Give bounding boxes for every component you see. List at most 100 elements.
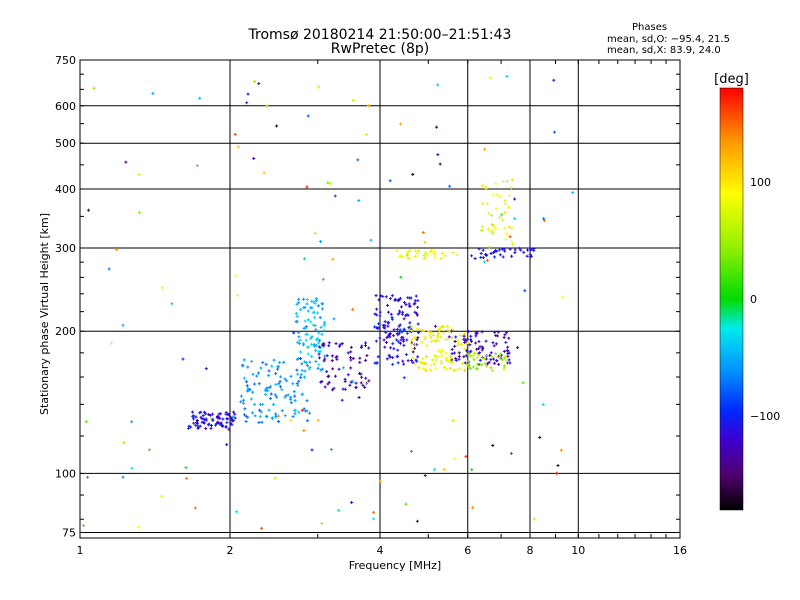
data-point	[264, 392, 268, 396]
data-point	[252, 156, 256, 160]
data-point	[181, 357, 185, 361]
data-point	[306, 114, 310, 118]
data-point	[299, 373, 303, 377]
data-point	[528, 252, 532, 256]
data-point	[297, 301, 301, 305]
data-point	[511, 242, 515, 246]
data-point	[494, 249, 498, 253]
data-point	[308, 411, 312, 415]
data-point	[485, 364, 489, 368]
data-point	[436, 354, 440, 358]
data-point	[406, 250, 410, 254]
data-point	[375, 307, 379, 311]
data-point	[211, 412, 215, 416]
data-point	[221, 424, 225, 428]
data-point	[151, 91, 155, 95]
data-point	[332, 317, 336, 321]
data-points	[81, 74, 575, 530]
data-point	[327, 344, 331, 348]
data-point	[351, 307, 355, 311]
data-point	[478, 351, 482, 355]
data-point	[382, 326, 386, 330]
data-point	[283, 377, 287, 381]
data-point	[505, 74, 509, 78]
data-point	[327, 380, 331, 384]
data-point	[489, 358, 493, 362]
data-point	[317, 345, 321, 349]
data-point	[122, 441, 126, 445]
data-point	[299, 357, 303, 361]
data-point	[199, 415, 203, 419]
data-point	[434, 358, 438, 362]
data-point	[561, 295, 565, 299]
data-point	[348, 383, 352, 387]
data-point	[349, 358, 353, 362]
data-point	[305, 399, 309, 403]
y-tick-label: 75	[62, 526, 76, 539]
data-point	[386, 324, 390, 328]
data-point	[306, 364, 310, 368]
data-point	[200, 420, 204, 424]
data-point	[538, 435, 542, 439]
data-point	[506, 354, 510, 358]
data-point	[447, 335, 451, 339]
data-point	[243, 407, 247, 411]
data-point	[107, 267, 111, 271]
data-point	[189, 425, 193, 429]
data-point	[206, 423, 210, 427]
data-point	[468, 367, 472, 371]
data-point	[503, 249, 507, 253]
data-point	[390, 294, 394, 298]
data-point	[343, 379, 347, 383]
data-point	[346, 351, 350, 355]
data-point	[137, 173, 141, 177]
data-point	[247, 388, 251, 392]
data-point	[396, 361, 400, 365]
data-point	[225, 421, 229, 425]
data-point	[486, 227, 490, 231]
data-point	[304, 409, 308, 413]
data-point	[335, 357, 339, 361]
data-point	[251, 372, 255, 376]
data-point	[81, 524, 85, 528]
data-point	[478, 358, 482, 362]
data-point	[391, 342, 395, 346]
data-point	[190, 410, 194, 414]
data-point	[491, 341, 495, 345]
data-point	[500, 358, 504, 362]
data-point	[232, 410, 236, 414]
data-point	[467, 351, 471, 355]
data-point	[357, 198, 361, 202]
data-point	[316, 366, 320, 370]
data-point	[323, 357, 327, 361]
data-point	[457, 357, 461, 361]
data-point	[320, 367, 324, 371]
data-point	[424, 362, 428, 366]
data-point	[130, 420, 134, 424]
data-point	[292, 331, 296, 335]
data-point	[192, 417, 196, 421]
data-point	[321, 302, 325, 306]
data-point	[302, 407, 306, 411]
data-point	[364, 376, 368, 380]
data-point	[395, 327, 399, 331]
data-point	[503, 199, 507, 203]
data-point	[198, 411, 202, 415]
data-point	[274, 382, 278, 386]
data-point	[260, 420, 264, 424]
data-point	[196, 426, 200, 430]
data-point	[341, 366, 345, 370]
data-point	[366, 104, 370, 108]
data-point	[230, 419, 234, 423]
data-point	[490, 355, 494, 359]
data-point	[192, 421, 196, 425]
data-point	[392, 347, 396, 351]
data-point	[484, 357, 488, 361]
data-point	[509, 186, 513, 190]
data-point	[259, 410, 263, 414]
data-point	[217, 412, 221, 416]
data-point	[231, 415, 235, 419]
data-point	[480, 225, 484, 229]
data-point	[277, 382, 281, 386]
data-point	[349, 366, 353, 370]
